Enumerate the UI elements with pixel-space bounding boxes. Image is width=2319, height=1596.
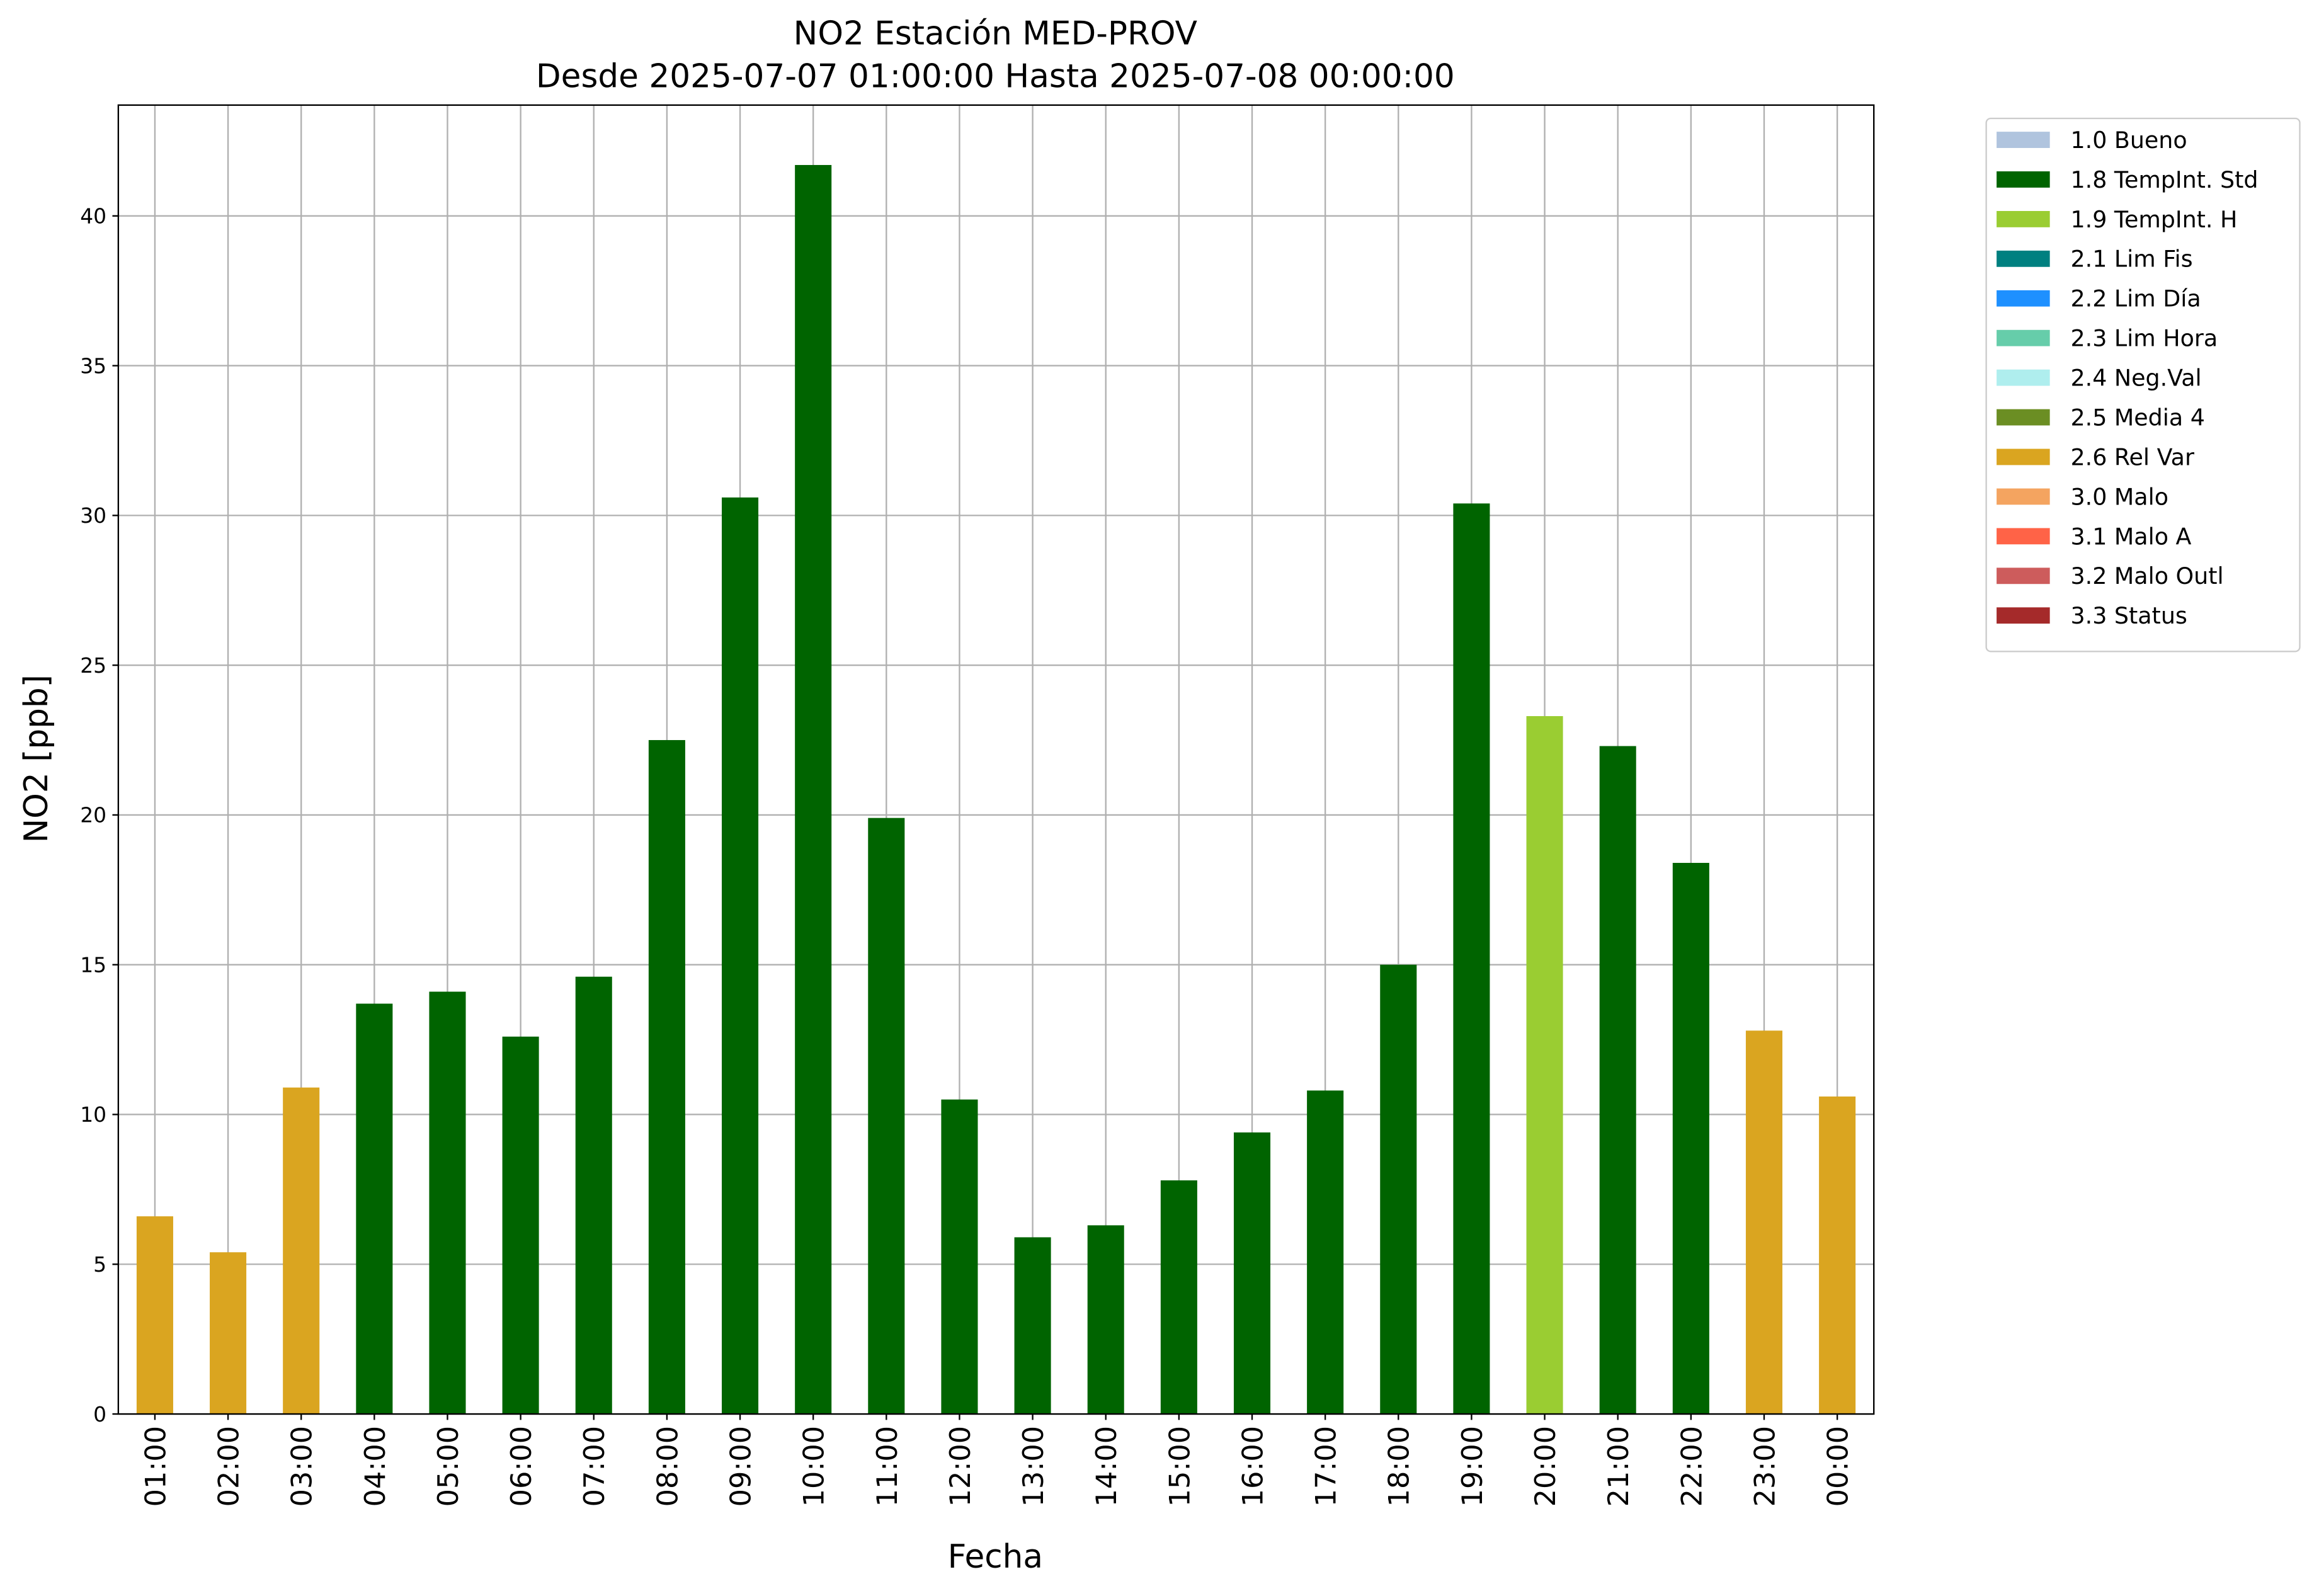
x-tick-label: 18:00 <box>1383 1426 1416 1507</box>
x-tick-label: 06:00 <box>505 1426 538 1507</box>
legend-swatch <box>1997 290 2050 307</box>
x-tick-label: 10:00 <box>798 1426 831 1507</box>
legend-swatch <box>1997 488 2050 505</box>
legend-label: 2.1 Lim Fis <box>2071 246 2193 273</box>
x-axis-label: Fecha <box>948 1538 1043 1576</box>
bar <box>1380 964 1417 1415</box>
legend-swatch <box>1997 329 2050 346</box>
legend-frame <box>1985 117 2301 653</box>
y-tick-label: 5 <box>93 1252 106 1277</box>
bar <box>1672 863 1709 1415</box>
bar <box>941 1099 978 1415</box>
bar <box>429 991 466 1415</box>
x-tick-label: 00:00 <box>1822 1426 1855 1507</box>
legend-swatch <box>1997 528 2050 545</box>
x-tick-label: 08:00 <box>651 1426 684 1507</box>
legend-label: 2.2 Lim Día <box>2071 285 2201 312</box>
x-tick-label: 22:00 <box>1675 1426 1708 1507</box>
legend-label: 2.6 Rel Var <box>2071 443 2194 470</box>
legend-swatch <box>1997 567 2050 584</box>
bar <box>1526 715 1563 1415</box>
legend-label: 3.0 Malo <box>2071 483 2168 510</box>
bar <box>722 497 759 1415</box>
plot-frame <box>117 104 1875 1415</box>
legend-swatch <box>1997 250 2050 267</box>
bar <box>136 1216 173 1415</box>
x-tick-label: 14:00 <box>1090 1426 1123 1507</box>
legend-label: 2.5 Media 4 <box>2071 404 2205 431</box>
y-tick-label: 25 <box>80 653 106 678</box>
bar <box>575 976 612 1415</box>
bar <box>1453 503 1490 1415</box>
legend-swatch <box>1997 132 2050 148</box>
x-tick-label: 17:00 <box>1310 1426 1343 1507</box>
x-tick-label: 19:00 <box>1456 1426 1489 1507</box>
legend-label: 1.9 TempInt. H <box>2071 206 2238 233</box>
x-tick-label: 05:00 <box>432 1426 465 1507</box>
bar <box>1819 1096 1856 1415</box>
chart-subtitle: Desde 2025-07-07 01:00:00 Hasta 2025-07-… <box>536 58 1455 96</box>
bar <box>356 1003 393 1415</box>
x-tick-label: 23:00 <box>1748 1426 1781 1507</box>
bar <box>283 1087 320 1415</box>
x-tick-label: 07:00 <box>578 1426 611 1507</box>
bar <box>1599 746 1636 1415</box>
legend-swatch <box>1997 409 2050 426</box>
legend-label: 2.3 Lim Hora <box>2071 325 2218 352</box>
x-tick-label: 03:00 <box>286 1426 319 1507</box>
legend-label: 2.4 Neg.Val <box>2071 365 2202 392</box>
x-tick-label: 01:00 <box>139 1426 172 1507</box>
legend-label: 1.0 Bueno <box>2071 127 2187 154</box>
legend-label: 3.2 Malo Outl <box>2071 562 2224 590</box>
bar <box>868 818 905 1415</box>
legend-swatch <box>1997 171 2050 188</box>
x-tick-label: 11:00 <box>871 1426 904 1507</box>
x-tick-label: 21:00 <box>1602 1426 1635 1507</box>
y-tick-label: 40 <box>80 204 106 229</box>
chart-title: NO2 Estación MED-PROV <box>794 15 1197 53</box>
legend-label: 1.8 TempInt. Std <box>2071 166 2259 193</box>
y-tick-label: 15 <box>80 952 106 977</box>
x-tick-label: 04:00 <box>359 1426 392 1507</box>
y-tick-label: 0 <box>93 1402 106 1427</box>
bar <box>1014 1237 1051 1415</box>
x-tick-label: 16:00 <box>1236 1426 1269 1507</box>
bar <box>1745 1030 1783 1415</box>
y-tick-label: 10 <box>80 1102 106 1127</box>
bar <box>1087 1225 1124 1415</box>
bar <box>1307 1090 1344 1415</box>
bar <box>210 1252 247 1415</box>
x-tick-label: 20:00 <box>1529 1426 1562 1507</box>
bar <box>502 1036 539 1415</box>
legend-label: 3.1 Malo A <box>2071 523 2192 550</box>
x-tick-label: 15:00 <box>1163 1426 1196 1507</box>
legend-swatch <box>1997 369 2050 386</box>
y-tick-label: 30 <box>80 503 106 528</box>
legend-label: 3.3 Status <box>2071 602 2187 629</box>
bar <box>1233 1132 1271 1415</box>
x-tick-label: 02:00 <box>213 1426 246 1507</box>
x-tick-label: 12:00 <box>944 1426 977 1507</box>
y-axis-label: NO2 [ppb] <box>18 675 55 843</box>
legend-swatch <box>1997 210 2050 227</box>
legend-swatch <box>1997 448 2050 465</box>
x-tick-label: 13:00 <box>1017 1426 1050 1507</box>
bar <box>1160 1180 1197 1415</box>
legend-swatch <box>1997 607 2050 624</box>
y-tick-label: 35 <box>80 353 106 378</box>
bar <box>648 740 685 1415</box>
y-tick-label: 20 <box>80 803 106 828</box>
x-tick-label: 09:00 <box>724 1426 757 1507</box>
bar <box>795 164 832 1415</box>
